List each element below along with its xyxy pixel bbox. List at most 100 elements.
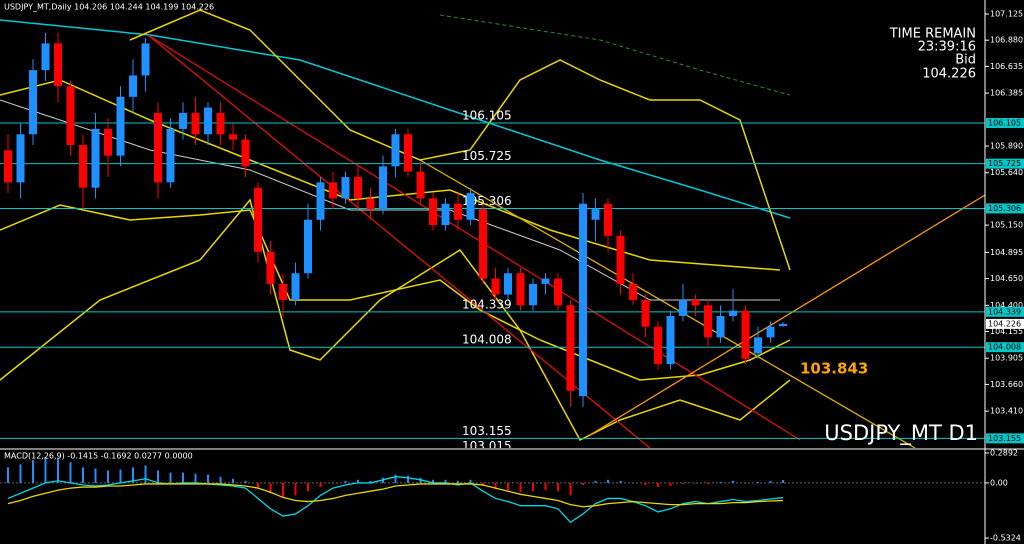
candle-body [291, 273, 300, 300]
candle-body [16, 134, 25, 183]
histogram-bar [569, 482, 572, 496]
histogram-bar [682, 482, 684, 484]
histogram-bar [507, 482, 509, 491]
candle-body [304, 219, 312, 274]
level-tag [986, 158, 1024, 169]
level-label: 103.015 [462, 439, 512, 453]
y-tick-label: 0.00 [990, 478, 1008, 487]
candle-body [404, 134, 412, 172]
candle-body [354, 177, 362, 199]
candle-body [379, 166, 387, 210]
histogram-bar [744, 482, 747, 484]
candle-body [429, 198, 437, 226]
histogram-bar [757, 481, 759, 483]
candle-body [191, 112, 200, 135]
histogram-bar [294, 482, 297, 496]
histogram-bar [444, 479, 447, 483]
histogram-bar [244, 480, 247, 483]
candle-body [779, 323, 787, 327]
candle-body [204, 107, 212, 135]
candle-body [554, 278, 562, 306]
histogram-bar [219, 476, 222, 483]
histogram-bar [469, 479, 472, 483]
level-tag-label: 104.339 [988, 307, 1021, 316]
histogram-bar [157, 470, 159, 483]
candle-body [129, 75, 137, 97]
histogram-bar [94, 468, 97, 483]
candle-body [479, 209, 487, 279]
price-panel: 106.105105.725105.306104.339104.008103.1… [0, 32, 985, 453]
candle-body [329, 182, 337, 199]
bollinger-upper [129, 9, 791, 271]
level-label: 104.339 [462, 297, 512, 311]
candle-body [579, 203, 587, 397]
candle-body [741, 310, 750, 359]
bid: 104.226 [922, 67, 976, 82]
candle-body [654, 326, 662, 365]
histogram-bar [632, 482, 634, 484]
histogram-bar [357, 479, 359, 483]
histogram-bar [319, 482, 322, 488]
candle-body [441, 203, 450, 226]
level-tag-label: 105.306 [988, 204, 1021, 213]
candle-body [66, 86, 75, 145]
level-label: 106.105 [462, 109, 512, 123]
level-tag-label: 103.155 [988, 434, 1021, 443]
histogram-bar [557, 482, 559, 492]
histogram-bar [69, 462, 72, 483]
candle-body [716, 315, 725, 338]
macd-panel [0, 457, 985, 524]
y-tick-label: 103.410 [990, 407, 1023, 416]
candle-body [79, 144, 87, 188]
histogram-bar [182, 472, 184, 483]
histogram-bar [44, 457, 47, 483]
y-tick-label: 104.400 [990, 301, 1023, 310]
bid-label: Bid [955, 53, 976, 68]
histogram-bar [582, 482, 584, 485]
candle-body [241, 139, 250, 167]
histogram-bar [82, 467, 84, 483]
candle-body [666, 315, 675, 365]
candle-body [516, 273, 525, 306]
histogram-bar [407, 475, 409, 483]
histogram-bar [282, 482, 284, 498]
histogram-bar [332, 482, 334, 484]
histogram-bar [432, 479, 434, 483]
candle-body [754, 337, 762, 354]
histogram-bar [232, 478, 234, 483]
histogram-bar [119, 469, 122, 483]
histogram-bar [657, 482, 659, 488]
histogram-bar [519, 482, 522, 493]
level-tag-label: 105.725 [988, 159, 1021, 168]
candle-body [541, 278, 550, 284]
y-tick-label: 104.650 [990, 274, 1023, 283]
histogram-bar [594, 480, 597, 483]
histogram-bar [19, 464, 22, 483]
long-average [439, 14, 791, 96]
candle-body [91, 128, 100, 188]
histogram-bar [644, 482, 647, 485]
y-tick-label: 0.2892 [990, 448, 1018, 457]
candle-body [604, 203, 612, 236]
candle-body [704, 305, 712, 338]
histogram-bar [144, 465, 147, 483]
histogram-bar [307, 482, 309, 492]
candle-body [416, 171, 425, 199]
histogram-bar [669, 482, 672, 487]
candle-body [254, 187, 262, 252]
candle-body [466, 193, 475, 220]
histogram-bar [32, 460, 34, 483]
candle-body [366, 198, 375, 210]
histogram-bar [194, 473, 197, 483]
y-tick-label: 103.905 [990, 354, 1023, 363]
y-tick-label: 106.385 [990, 89, 1023, 98]
y-tick-label: 105.150 [990, 221, 1023, 230]
candle-body [179, 112, 187, 129]
level-label: 104.008 [462, 333, 512, 347]
histogram-bar [107, 470, 109, 483]
level-tag [986, 118, 1024, 129]
histogram-bar [457, 480, 459, 483]
histogram-bar [719, 481, 722, 483]
